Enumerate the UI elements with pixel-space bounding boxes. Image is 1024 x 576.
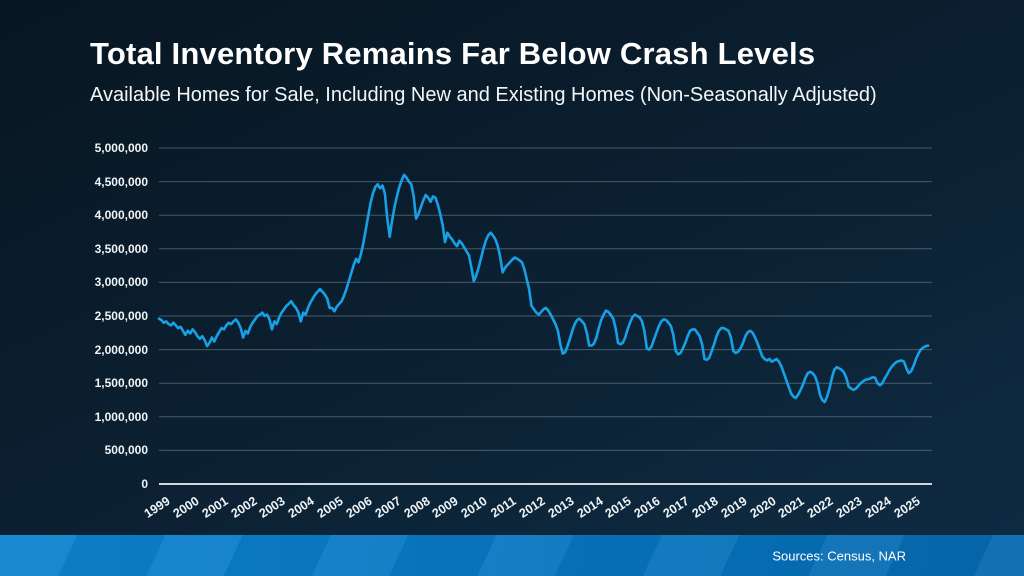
y-axis-tick-label: 500,000 [104, 443, 148, 458]
y-axis-tick-label: 3,500,000 [94, 241, 148, 256]
y-axis-tick-label: 2,000,000 [94, 342, 148, 357]
page-subtitle: Available Homes for Sale, Including New … [90, 84, 877, 106]
footer-bar: Sources: Census, NAR [0, 535, 1024, 576]
inventory-line-series [157, 173, 930, 404]
y-axis-tick-label: 1,500,000 [94, 376, 148, 391]
y-axis-tick-label: 4,000,000 [94, 208, 148, 223]
y-axis-tick-label: 3,000,000 [94, 275, 148, 290]
y-axis-tick-label: 4,500,000 [94, 174, 148, 189]
y-axis-tick-label: 0 [141, 477, 148, 491]
source-text: Sources: Census, NAR [772, 548, 906, 563]
page-title: Total Inventory Remains Far Below Crash … [90, 36, 816, 71]
y-axis-tick-label: 1,000,000 [94, 409, 148, 424]
y-axis-tick-label: 2,500,000 [94, 309, 148, 323]
y-axis-tick-label: 5,000,000 [94, 141, 148, 155]
